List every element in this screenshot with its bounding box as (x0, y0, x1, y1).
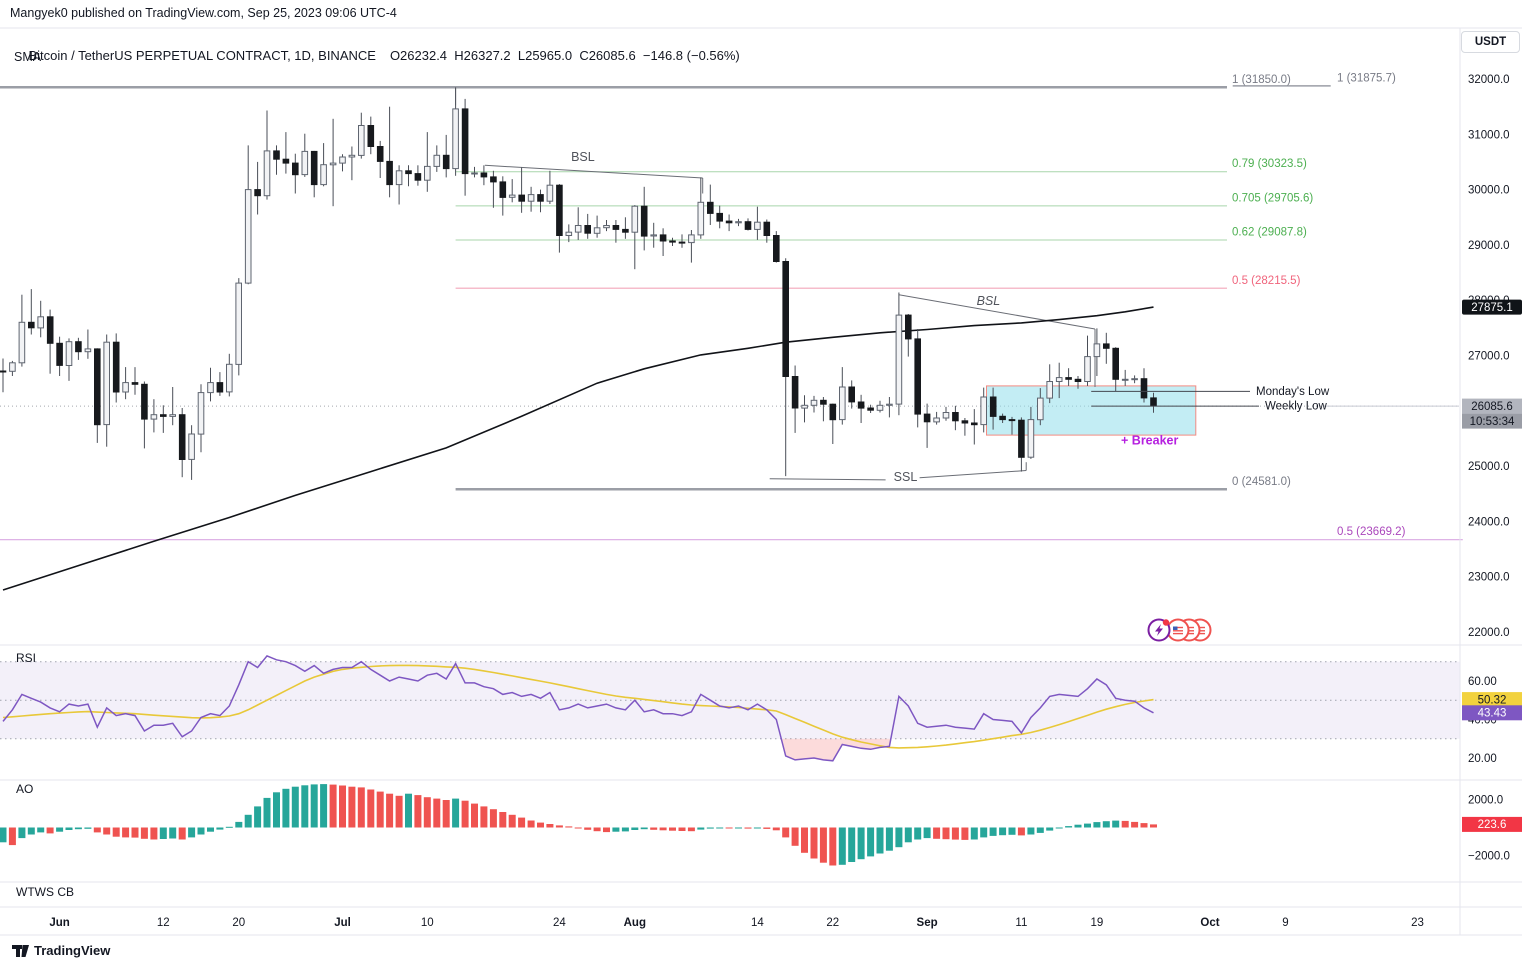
svg-text:20: 20 (232, 917, 245, 929)
tradingview-logo-icon (12, 944, 29, 957)
attribution-text: Mangyek0 published on TradingView.com, S… (10, 6, 397, 20)
tradingview-logo-text: TradingView (34, 943, 111, 958)
svg-text:12: 12 (157, 917, 170, 929)
svg-text:0 (24581.0): 0 (24581.0) (1232, 476, 1291, 488)
svg-text:24: 24 (553, 917, 566, 929)
rsi-ma-value-label (1462, 692, 1522, 708)
svg-text:Monday's Low: Monday's Low (1256, 386, 1330, 398)
svg-text:Weekly Low: Weekly Low (1265, 401, 1327, 413)
breaker-zone (986, 385, 1197, 436)
svg-text:19: 19 (1091, 917, 1104, 929)
ohlc-values: O26232.4 H26327.2 L25965.0 C26085.6 −146… (389, 48, 740, 63)
bar-countdown-label (1462, 413, 1522, 429)
svg-text:60.00: 60.00 (1468, 676, 1497, 688)
svg-text:10: 10 (421, 917, 434, 929)
svg-text:+ Breaker: + Breaker (1121, 434, 1178, 448)
last-price-label (1462, 398, 1522, 414)
tradingview-footer[interactable]: TradingView (12, 943, 110, 958)
rsi-value-label (1462, 705, 1522, 721)
svg-text:27875.1: 27875.1 (1471, 302, 1513, 314)
svg-text:43.43: 43.43 (1478, 708, 1507, 720)
svg-text:22000.0: 22000.0 (1468, 627, 1510, 639)
svg-text:223.6: 223.6 (1478, 819, 1507, 831)
svg-text:1 (31850.0): 1 (31850.0) (1232, 74, 1291, 86)
ao-value-label (1462, 816, 1522, 832)
rsi-pane-label[interactable]: RSI (16, 651, 37, 665)
svg-text:Jun: Jun (49, 917, 69, 929)
svg-text:SSL: SSL (894, 470, 918, 484)
svg-text:−2000.0: −2000.0 (1468, 851, 1510, 863)
svg-text:14: 14 (751, 917, 764, 929)
svg-text:27000.0: 27000.0 (1468, 351, 1510, 363)
svg-text:0.79 (30323.5): 0.79 (30323.5) (1232, 158, 1307, 170)
svg-text:9: 9 (1282, 917, 1288, 929)
rsi-ma-line (2, 664, 1154, 749)
svg-text:0.5 (28215.5): 0.5 (28215.5) (1232, 275, 1301, 287)
sma-price-label (1462, 299, 1522, 315)
svg-text:2000.0: 2000.0 (1468, 794, 1503, 806)
ao-pane-label[interactable]: AO (16, 782, 34, 796)
svg-text:0.62 (29087.8): 0.62 (29087.8) (1232, 227, 1307, 239)
currency-unit-button[interactable]: USDT (1461, 31, 1520, 53)
sma-line (2, 306, 1154, 591)
svg-text:24000.0: 24000.0 (1468, 516, 1510, 528)
svg-text:0.5 (23669.2): 0.5 (23669.2) (1337, 526, 1406, 538)
svg-text:22: 22 (826, 917, 839, 929)
svg-text:10:53:34: 10:53:34 (1470, 416, 1515, 428)
symbol-title[interactable]: Bitcoin / TetherUS PERPETUAL CONTRACT, 1… (28, 48, 376, 63)
wtws-cb-pane-label[interactable]: WTWS CB (16, 885, 74, 899)
svg-text:BSL: BSL (977, 294, 1001, 308)
svg-text:Oct: Oct (1200, 917, 1219, 929)
svg-text:26085.6: 26085.6 (1471, 401, 1513, 413)
svg-text:20.00: 20.00 (1468, 753, 1497, 765)
svg-text:23000.0: 23000.0 (1468, 572, 1510, 584)
svg-text:1 (31875.7): 1 (31875.7) (1337, 72, 1396, 84)
svg-text:Aug: Aug (624, 917, 646, 929)
svg-text:29000.0: 29000.0 (1468, 240, 1510, 252)
svg-text:Jul: Jul (334, 917, 351, 929)
svg-text:11: 11 (1015, 917, 1027, 929)
svg-text:32000.0: 32000.0 (1468, 74, 1510, 86)
sma-indicator-label[interactable]: SMA (14, 50, 42, 64)
svg-text:23: 23 (1411, 917, 1424, 929)
svg-text:30000.0: 30000.0 (1468, 185, 1510, 197)
svg-text:25000.0: 25000.0 (1468, 461, 1510, 473)
svg-text:31000.0: 31000.0 (1468, 129, 1510, 141)
svg-text:0.705 (29705.6): 0.705 (29705.6) (1232, 192, 1313, 204)
chart-legend: Bitcoin / TetherUS PERPETUAL CONTRACT, 1… (14, 33, 740, 78)
rsi-line (2, 654, 1154, 762)
svg-text:50.32: 50.32 (1478, 694, 1507, 706)
economic-event-flag-icon (1166, 618, 1190, 642)
svg-text:BSL: BSL (571, 150, 595, 164)
svg-text:Sep: Sep (917, 917, 938, 929)
